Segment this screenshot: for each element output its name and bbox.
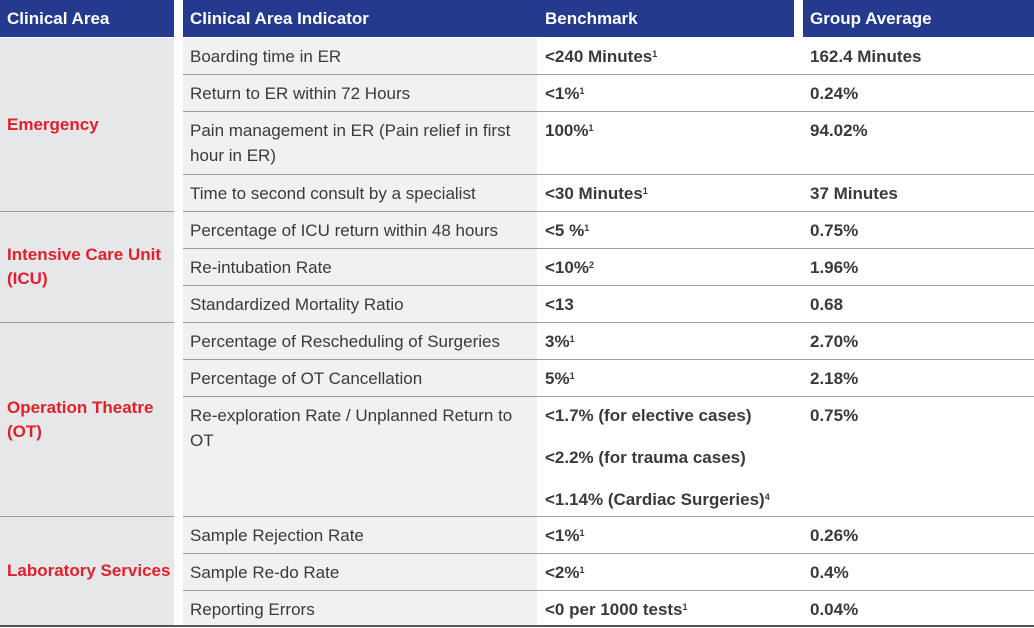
- row-divider: [183, 516, 1034, 517]
- table-row-indicator: Re-intubation Rate: [183, 249, 537, 285]
- header-indicator: Clinical Area Indicator: [183, 0, 794, 37]
- area-laboratory: Laboratory Services: [0, 517, 174, 625]
- average-cell: 0.75%: [803, 397, 1034, 516]
- benchmark-cell: <0 per 1000 tests1: [538, 591, 794, 625]
- average-cell: 94.02%: [803, 112, 1034, 174]
- divider: [0, 516, 174, 517]
- average-cell: 0.26%: [803, 517, 1034, 553]
- row-divider: [183, 111, 1034, 112]
- benchmark-cell: <1.7% (for elective cases) <2.2% (for tr…: [538, 397, 794, 516]
- row-divider: [183, 174, 1034, 175]
- row-divider: [183, 359, 1034, 360]
- table-row-indicator: Time to second consult by a specialist: [183, 175, 537, 211]
- average-cell: 2.70%: [803, 323, 1034, 359]
- row-divider: [183, 553, 1034, 554]
- average-cell: 162.4 Minutes: [803, 38, 1034, 74]
- row-divider: [183, 285, 1034, 286]
- average-cell: 1.96%: [803, 249, 1034, 285]
- divider: [0, 322, 174, 323]
- average-cell: 0.24%: [803, 75, 1034, 111]
- benchmark-cell: 100%1: [538, 112, 794, 174]
- table-row-indicator: Re-exploration Rate / Unplanned Return t…: [183, 397, 537, 516]
- average-cell: 0.04%: [803, 591, 1034, 625]
- benchmark-cell: <13: [538, 286, 794, 322]
- benchmark-cell: 5%1: [538, 360, 794, 396]
- benchmark-cell: <2%1: [538, 554, 794, 590]
- benchmark-cell: <1%1: [538, 75, 794, 111]
- average-cell: 37 Minutes: [803, 175, 1034, 211]
- header-clinical-area: Clinical Area: [0, 0, 174, 37]
- benchmark-cell: <240 Minutes1: [538, 38, 794, 74]
- table-row-indicator: Percentage of Rescheduling of Surgeries: [183, 323, 537, 359]
- row-divider: [183, 590, 1034, 591]
- average-cell: 0.4%: [803, 554, 1034, 590]
- header-group-average: Group Average: [803, 0, 1034, 37]
- benchmark-cell: <10%2: [538, 249, 794, 285]
- row-divider: [183, 322, 1034, 323]
- benchmark-cell: 3%1: [538, 323, 794, 359]
- table-row-indicator: Reporting Errors: [183, 591, 537, 625]
- header-benchmark: Benchmark: [545, 9, 638, 28]
- average-cell: 2.18%: [803, 360, 1034, 396]
- row-divider: [183, 74, 1034, 75]
- benchmark-line: <2.2% (for trauma cases): [545, 448, 746, 467]
- table-row-indicator: Standardized Mortality Ratio: [183, 286, 537, 322]
- table-row-indicator: Sample Rejection Rate: [183, 517, 537, 553]
- table-row-indicator: Pain management in ER (Pain relief in fi…: [183, 112, 537, 174]
- table-row-indicator: Percentage of ICU return within 48 hours: [183, 212, 537, 248]
- table-bottom-border: [0, 625, 1034, 627]
- row-divider: [183, 211, 1034, 212]
- table-row-indicator: Percentage of OT Cancellation: [183, 360, 537, 396]
- divider: [0, 211, 174, 212]
- benchmark-cell: <1%1: [538, 517, 794, 553]
- row-divider: [183, 396, 1034, 397]
- benchmark-line: <1.7% (for elective cases): [545, 406, 752, 425]
- benchmark-cell: <30 Minutes1: [538, 175, 794, 211]
- area-ot: Operation Theatre (OT): [0, 323, 174, 516]
- row-divider: [183, 248, 1034, 249]
- benchmark-line: <1.14% (Cardiac Surgeries)4: [545, 490, 770, 509]
- table-row-indicator: Return to ER within 72 Hours: [183, 75, 537, 111]
- benchmark-cell: <5 %1: [538, 212, 794, 248]
- area-icu: Intensive Care Unit (ICU): [0, 212, 174, 322]
- average-cell: 0.68: [803, 286, 1034, 322]
- table-row-indicator: Sample Re-do Rate: [183, 554, 537, 590]
- average-cell: 0.75%: [803, 212, 1034, 248]
- area-emergency: Emergency: [0, 38, 174, 211]
- table-row-indicator: Boarding time in ER: [183, 38, 537, 74]
